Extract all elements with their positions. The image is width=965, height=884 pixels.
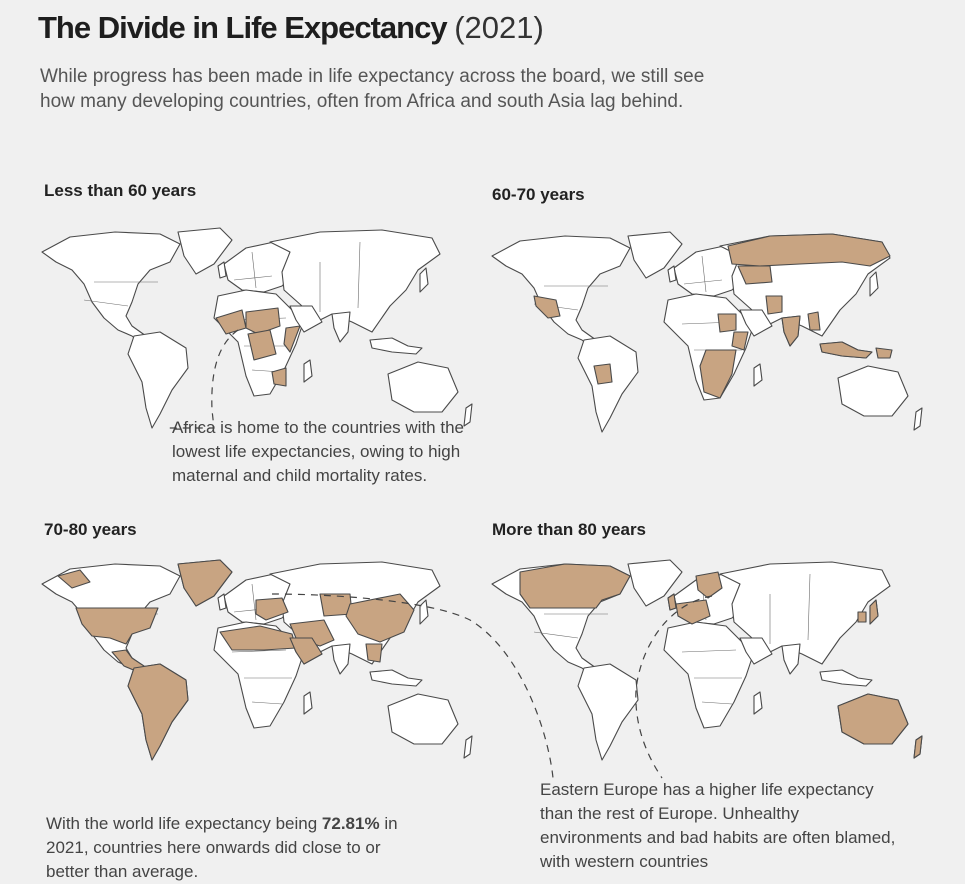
note-africa: Africa is home to the countries with the… [172,418,464,485]
africa [663,621,753,729]
madagascar [753,363,763,387]
uk [217,261,227,279]
subtitle: While progress has been made in life exp… [40,66,705,112]
japan [869,271,879,297]
indonesia [819,669,873,687]
new-zealand [463,403,473,427]
north-america [491,235,631,351]
greenland [627,231,683,279]
panel-label-under-60: Less than 60 years [44,181,197,200]
greenland [177,227,233,275]
australia [387,361,459,413]
world-average-value: 72.81% [321,814,380,833]
south-america [127,331,189,429]
japan [419,599,429,625]
arabia [739,309,773,337]
south-america [577,663,639,761]
south-america [577,335,639,433]
note-eastern-europe: Eastern Europe has a higher life expecta… [540,780,896,871]
arabia [739,637,773,665]
highlighted-countries [533,233,893,399]
panel-label-70-80: 70-80 years [44,520,137,539]
australia [387,693,459,745]
title-main: The Divide in Life Expectancy [38,10,448,45]
note-world-average-prefix: With the world life expectancy being [46,814,322,833]
uk [667,265,677,283]
indonesia [369,669,423,687]
panel-label-over-80: More than 80 years [492,520,647,539]
australia [837,365,909,417]
india [781,643,801,675]
note-world-average: With the world life expectancy being 72.… [46,812,416,884]
madagascar [753,691,763,715]
north-america [41,231,181,347]
india [331,643,351,675]
indonesia [369,337,423,355]
world-map-under-60 [41,227,473,429]
title-year: (2021) [454,10,544,45]
madagascar [303,359,313,383]
uk [217,593,227,611]
world-map-60-70 [491,231,923,433]
madagascar [303,691,313,715]
japan [419,267,429,293]
world-map-70-80 [41,559,473,761]
world-map-over-80 [491,559,923,761]
new-zealand [913,407,923,431]
page-title: The Divide in Life Expectancy (2021) [38,10,544,46]
highlighted-countries [215,307,301,387]
india [331,311,351,343]
arabia [289,305,323,333]
land-base [41,559,473,761]
panel-label-60-70: 60-70 years [492,185,585,204]
